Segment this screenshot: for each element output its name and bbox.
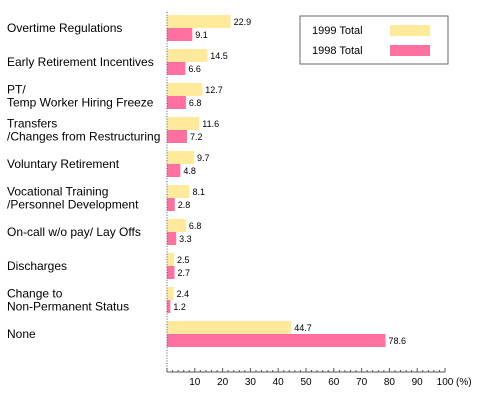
x-tick-label: 70 [356,377,368,388]
category-label-2: PT/Temp Worker Hiring Freeze [7,83,154,110]
x-tick-label: 10 [189,377,201,388]
legend-swatch-1999 [390,25,430,36]
value-label-1999-3: 11.6 [202,119,219,129]
x-axis: 10 20 30 40 50 60 70 80 90 100 (%) [166,12,472,388]
value-label-1999-6: 6.8 [189,221,202,231]
value-labels-group: 22.99.114.56.612.76.811.67.29.74.88.12.8… [173,17,406,346]
bar-1999-6 [167,219,186,232]
bar-1999-1 [167,49,208,62]
value-label-1998-3: 7.2 [190,132,203,142]
bar-1998-5 [167,198,175,211]
category-label-4: Voluntary Retirement [7,157,120,171]
value-label-1999-8: 2.4 [177,289,190,299]
category-label-7: Discharges [7,259,67,273]
value-label-1999-7: 2.5 [177,255,190,265]
category-label-3: Transfers/Changes from Restructuring [7,117,160,144]
bar-1999-0 [167,15,231,28]
bars-group [167,15,386,347]
x-tick-label: 40 [273,377,285,388]
bar-1998-6 [167,232,177,245]
bar-1999-9 [167,321,292,334]
category-label-6: On-call w/o pay/ Lay Offs [7,225,141,239]
x-tick-label: 100 [437,377,454,388]
bar-1998-8 [167,300,171,313]
value-label-1999-2: 12.7 [205,85,223,95]
x-tick-label: 20 [217,377,229,388]
bar-1998-9 [167,334,386,347]
legend-label-1998: 1998 Total [312,45,363,57]
category-label-5: Vocational Training/Personnel Developmen… [7,185,139,212]
legend-swatch-1998 [390,45,430,56]
value-label-1998-1: 6.6 [188,64,201,74]
value-label-1998-9: 78.6 [389,336,407,346]
value-label-1998-0: 9.1 [195,30,208,40]
value-label-1999-4: 9.7 [197,153,210,163]
x-tick-label: 30 [245,377,257,388]
x-unit-label: (%) [456,377,472,388]
x-tick-label: 50 [300,377,312,388]
bar-1999-3 [167,117,200,130]
bar-1999-2 [167,83,203,96]
bar-1999-7 [167,253,174,266]
x-tick-label: 90 [412,377,424,388]
value-label-1998-6: 3.3 [179,234,192,244]
category-label-1: Early Retirement Incentives [7,55,154,69]
value-label-1999-5: 8.1 [193,187,206,197]
value-label-1998-8: 1.2 [173,302,186,312]
x-tick-label: 80 [384,377,396,388]
value-label-1999-1: 14.5 [210,51,228,61]
category-labels-group: Overtime Regulations Early Retirement Inc… [7,21,160,341]
bar-1998-2 [167,96,186,109]
bar-1998-4 [167,164,181,177]
bar-1999-8 [167,287,174,300]
category-label-8: Change to Non-Permanent Status [7,287,129,314]
bar-1998-7 [167,266,175,279]
bar-1998-1 [167,62,186,75]
value-label-1998-5: 2.8 [178,200,191,210]
bar-1998-0 [167,28,193,41]
bar-1998-3 [167,130,188,143]
value-label-1998-7: 2.7 [178,268,191,278]
value-label-1999-9: 44.7 [294,323,312,333]
value-label-1998-2: 6.8 [189,98,202,108]
category-label-9: None [7,327,36,341]
legend: 1999 Total 1998 Total [299,15,449,65]
category-label-0: Overtime Regulations [7,21,122,35]
bar-1999-4 [167,151,194,164]
legend-label-1999: 1999 Total [312,25,363,37]
value-label-1999-0: 22.9 [234,17,252,27]
bar-1999-5 [167,185,190,198]
x-tick-label: 60 [328,377,340,388]
value-label-1998-4: 4.8 [183,166,196,176]
